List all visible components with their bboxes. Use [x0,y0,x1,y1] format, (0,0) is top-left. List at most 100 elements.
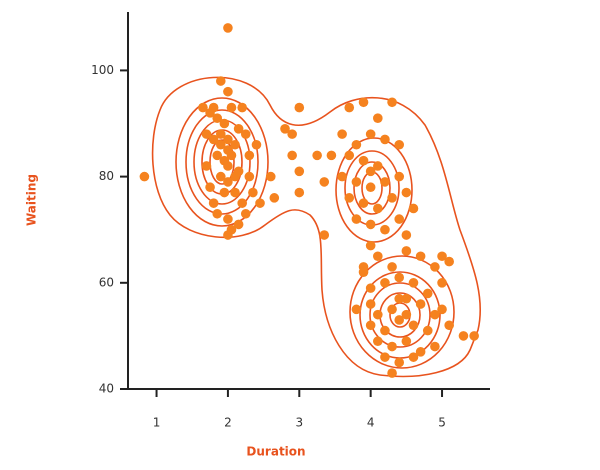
point [223,134,233,145]
point [415,251,426,262]
point [358,97,369,108]
point [394,357,405,368]
point [394,315,405,325]
point [215,76,226,86]
point [223,230,233,240]
point [401,336,412,347]
point [351,214,362,224]
point [223,214,233,224]
point [387,368,397,378]
point [226,102,237,113]
point [387,97,397,108]
point [312,150,322,161]
point [344,193,355,203]
y-tick-label: 60 [99,275,114,289]
point [212,113,223,123]
x-axis-label: Duration [246,445,305,459]
point [380,352,390,362]
point [233,219,244,230]
point [233,166,244,177]
point [444,256,454,267]
point [219,187,230,198]
point [255,198,265,208]
y-tick-label: 100 [91,63,114,77]
point [201,129,212,139]
point [387,262,397,272]
point [215,171,226,182]
y-axis-label: Waiting [25,174,39,226]
point [219,118,230,129]
point [237,102,247,113]
point [394,293,405,304]
point [358,155,369,166]
point [212,208,223,219]
point [233,124,244,134]
point [208,134,219,145]
point [201,161,212,171]
point [394,214,405,224]
point [365,182,376,193]
point [430,341,440,352]
point [215,129,226,139]
point [437,278,447,288]
point [230,187,240,198]
point [244,150,255,161]
point [373,113,383,123]
point [344,102,355,113]
contour [335,137,413,243]
point [248,187,258,198]
point [373,161,383,171]
point [430,262,440,272]
point [365,129,376,139]
point [269,193,280,203]
point [208,198,219,208]
point [380,224,390,235]
point [205,108,215,118]
point [401,230,412,240]
point [351,177,362,187]
point [415,299,426,309]
point [430,309,440,320]
point [365,283,376,293]
point [469,331,479,341]
point [422,325,433,336]
contour [175,97,269,227]
point [458,331,469,341]
point [326,150,337,161]
point [387,341,397,352]
contour [209,139,235,185]
point [422,288,433,299]
point [408,278,419,288]
point [394,272,405,283]
point [198,102,208,113]
point [223,86,233,97]
point [408,203,419,214]
contour [151,76,482,378]
point [365,166,376,177]
point [294,102,305,113]
point [223,145,233,155]
contour [353,161,391,215]
point [240,129,251,139]
point [139,171,150,182]
x-tick-label: 2 [224,416,232,430]
point [344,150,355,161]
point [280,124,290,134]
point [380,134,390,145]
point [223,161,233,171]
point [351,139,362,150]
y-tick-label: 40 [99,382,114,396]
point [380,278,390,288]
point [287,150,297,161]
x-tick-label: 3 [295,416,303,430]
point [394,171,405,182]
point [373,251,383,262]
point [365,320,376,331]
point [294,187,305,198]
point [387,304,397,315]
point [408,352,419,362]
point [240,208,251,219]
point [244,171,255,182]
point [294,166,305,177]
